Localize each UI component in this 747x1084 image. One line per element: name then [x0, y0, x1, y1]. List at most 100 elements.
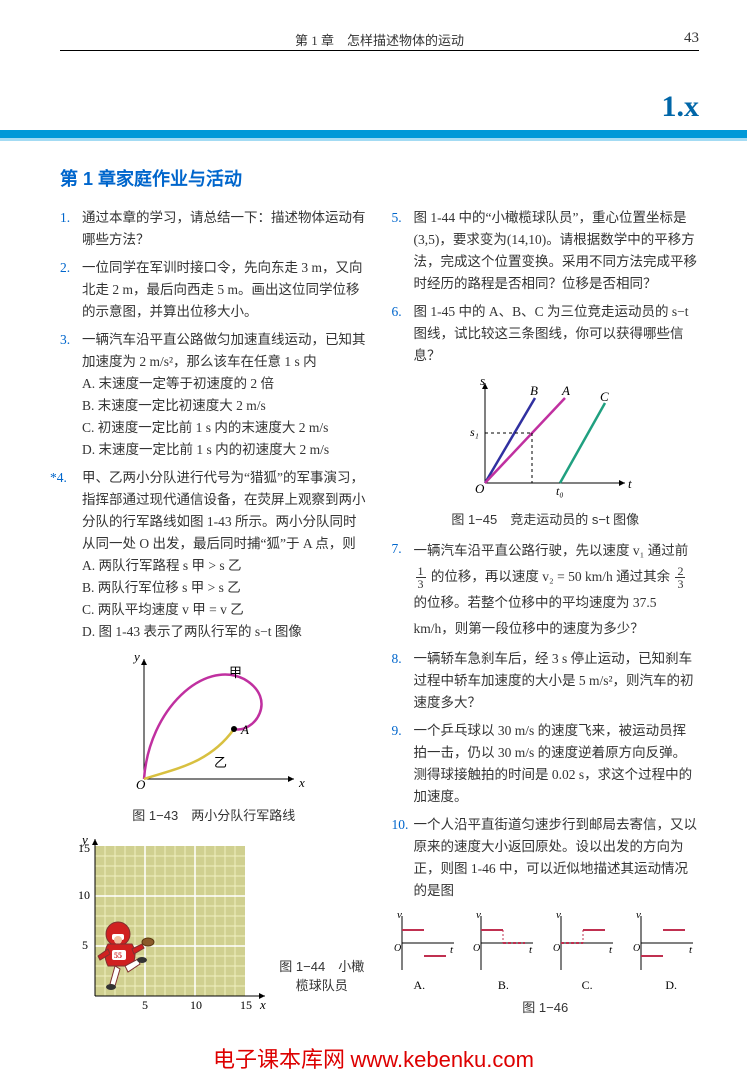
watermark-text1: 电子课本库网 — [213, 1047, 345, 1072]
q9-text: 一个乒乓球以 30 m/s 的速度飞来，被运动员挥拍一击，仍以 30 m/s 的… — [414, 720, 700, 808]
question-1: 1. 通过本章的学习，请总结一下：描述物体运动有哪些方法？ — [60, 207, 368, 251]
fig145-B: B — [530, 383, 538, 398]
q1-text: 通过本章的学习，请总结一下：描述物体运动有哪些方法？ — [82, 207, 368, 251]
figure-1-44: 5 10 15 5 10 15 x y — [60, 834, 270, 1014]
q2-text: 一位同学在军训时接口令，先向东走 3 m，又向北走 2 m，最后向西走 5 m。… — [82, 257, 368, 323]
question-10: 10. 一个人沿平直街道匀速步行到邮局去寄信，又以原来的速度大小返回原处。设以出… — [392, 814, 700, 902]
f146a-v: v — [397, 909, 402, 921]
question-6: 6. 图 1-45 中的 A、B、C 为三位竞走运动员的 s−t 图线，试比较这… — [392, 301, 700, 367]
fig144-y: y — [80, 834, 88, 847]
header-divider — [60, 50, 699, 51]
fig145-C: C — [600, 389, 609, 404]
q8-num: 8. — [392, 648, 414, 714]
f146b-t: t — [529, 944, 533, 956]
q7-pre: 一辆汽车沿平直公路行驶，先以速度 v₁ 通过前 — [414, 543, 689, 558]
watermark: 电子课本库网 www.kebenku.com — [0, 1042, 747, 1074]
fig143-y: y — [132, 649, 140, 664]
fig145-line-B — [485, 398, 535, 483]
q10-num: 10. — [392, 814, 414, 902]
fig145-s: s — [480, 373, 485, 388]
figure-1-46: v t O v t O — [392, 908, 700, 978]
q1-num: 1. — [60, 207, 82, 251]
left-column: 1. 通过本章的学习，请总结一下：描述物体运动有哪些方法？ 2. 一位同学在军训… — [60, 207, 368, 1016]
fig146-caption: 图 1−46 — [392, 997, 700, 1016]
fig144-caption: 图 1−44 小橄榄球队员 — [270, 956, 368, 1014]
q7-f1d: 3 — [416, 578, 426, 590]
fig144-xt1: 5 — [142, 998, 148, 1012]
f146-labA: A. — [414, 978, 426, 993]
q4-B: B. 两队行军位移 s 甲 > s 乙 — [82, 580, 241, 595]
fig143-yi: 乙 — [214, 755, 227, 770]
q6-num: 6. — [392, 301, 414, 367]
f146-labC: C. — [582, 978, 593, 993]
figure-1-45: O t s B A C s₁ t₀ — [450, 373, 640, 503]
q2-num: 2. — [60, 257, 82, 323]
q3-D: D. 末速度一定比前 1 s 内的初速度大 2 m/s — [82, 442, 329, 457]
fig145-line-C — [560, 403, 605, 483]
question-3: 3. 一辆汽车沿平直公路做匀加速直线运动，已知其加速度为 2 m/s²，那么该车… — [60, 329, 368, 461]
fig143-A: A — [240, 722, 249, 737]
fig143-caption: 图 1−43 两小分队行军路线 — [60, 805, 368, 824]
stripe-dark — [0, 130, 747, 138]
q4-C: C. 两队平均速度 v 甲 = v 乙 — [82, 602, 244, 617]
q4-num: *4. — [50, 467, 82, 643]
q3-C: C. 初速度一定比前 1 s 内的末速度大 2 m/s — [82, 420, 328, 435]
fig145-t: t — [628, 476, 632, 491]
q9-num: 9. — [392, 720, 414, 808]
fig145-s1: s₁ — [470, 425, 479, 439]
fig145-caption: 图 1−45 竞走运动员的 s−t 图像 — [392, 509, 700, 528]
f146d-v: v — [636, 909, 641, 921]
question-8: 8. 一辆轿车急刹车后，经 3 s 停止运动，已知刹车过程中轿车加速度的大小是 … — [392, 648, 700, 714]
q7-num: 7. — [392, 538, 414, 642]
f146c-v: v — [556, 909, 561, 921]
fig145-line-A — [485, 398, 565, 483]
question-4: *4. 甲、乙两小分队进行代号为“猎狐”的军事演习，指挥部通过现代通信设备，在荧… — [60, 467, 368, 643]
q3-A: A. 末速度一定等于初速度的 2 倍 — [82, 376, 274, 391]
fig143-x: x — [298, 775, 305, 790]
fig145-O: O — [475, 481, 485, 496]
section-code: 1.x — [662, 90, 700, 124]
f146-labD: D. — [665, 978, 677, 993]
f146d-O: O — [633, 943, 640, 954]
f146-labB: B. — [498, 978, 509, 993]
watermark-text2: www.kebenku.com — [351, 1047, 534, 1072]
f146d-t: t — [689, 944, 693, 956]
question-9: 9. 一个乒乓球以 30 m/s 的速度飞来，被运动员挥拍一击，仍以 30 m/… — [392, 720, 700, 808]
question-7: 7. 一辆汽车沿平直公路行驶，先以速度 v₁ 通过前 13 的位移，再以速度 v… — [392, 538, 700, 642]
f146c-O: O — [553, 943, 560, 954]
section-heading: 第 1 章家庭作业与活动 — [60, 165, 699, 191]
stripe-light — [0, 138, 747, 141]
q7-mid: 的位移，再以速度 v₂ = 50 km/h 通过其余 — [431, 569, 670, 584]
q4-D: D. 图 1-43 表示了两队行军的 s−t 图像 — [82, 624, 302, 639]
fig144-yt1: 5 — [82, 938, 88, 952]
q5-text: 图 1-44 中的“小橄榄球队员”，重心位置坐标是(3,5)，要求变为(14,1… — [414, 207, 700, 295]
f146b-O: O — [473, 943, 480, 954]
q4-A: A. 两队行军路程 s 甲 > s 乙 — [82, 558, 242, 573]
f146b-v: v — [476, 909, 481, 921]
q7-f2d: 3 — [675, 578, 685, 590]
q5-num: 5. — [392, 207, 414, 295]
fig144-xt2: 10 — [190, 998, 202, 1012]
q4-text: 甲、乙两小分队进行代号为“猎狐”的军事演习，指挥部通过现代通信设备，在荧屏上观察… — [82, 470, 366, 551]
fig144-yt2: 10 — [78, 888, 90, 902]
f146a-t: t — [450, 944, 454, 956]
question-5: 5. 图 1-44 中的“小橄榄球队员”，重心位置坐标是(3,5)，要求变为(1… — [392, 207, 700, 295]
figure-1-43: O x y A 甲 乙 — [114, 649, 314, 799]
q3-text: 一辆汽车沿平直公路做匀加速直线运动，已知其加速度为 2 m/s²，那么该车在任意… — [82, 332, 366, 369]
fig143-path-yi — [144, 729, 234, 779]
fig144-jersey: 55 — [114, 951, 122, 960]
fig143-jia: 甲 — [229, 665, 242, 680]
f146a-O: O — [394, 943, 401, 954]
f146c-t: t — [609, 944, 613, 956]
question-2: 2. 一位同学在军训时接口令，先向东走 3 m，又向北走 2 m，最后向西走 5… — [60, 257, 368, 323]
q3-B: B. 末速度一定比初速度大 2 m/s — [82, 398, 266, 413]
q7-post: 的位移。若整个位移中的平均速度为 37.5 km/h，则第一段位移中的速度为多少… — [414, 595, 657, 636]
q10-text: 一个人沿平直街道匀速步行到邮局去寄信，又以原来的速度大小返回原处。设以出发的方向… — [414, 814, 700, 902]
fig145-t0: t₀ — [556, 484, 564, 498]
q8-text: 一辆轿车急刹车后，经 3 s 停止运动，已知刹车过程中轿车加速度的大小是 5 m… — [414, 648, 700, 714]
fig144-xt3: 15 — [240, 998, 252, 1012]
page-number: 43 — [684, 30, 699, 47]
fig145-A: A — [561, 383, 570, 398]
fig144-x: x — [259, 997, 266, 1012]
chapter-header: 第 1 章 怎样描述物体的运动 — [60, 30, 699, 49]
